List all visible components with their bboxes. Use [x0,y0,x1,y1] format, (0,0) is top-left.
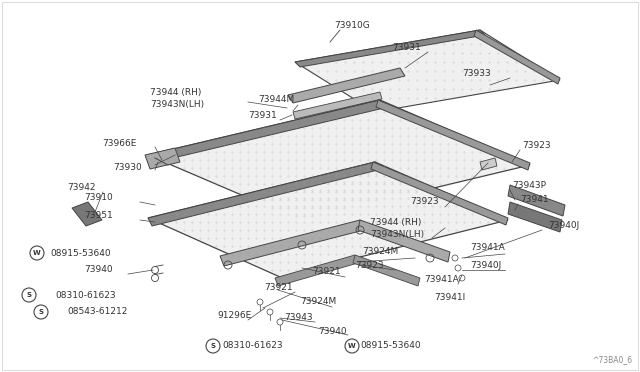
Text: 73941A: 73941A [424,276,459,285]
Polygon shape [148,100,384,163]
Text: 73941l: 73941l [434,294,465,302]
Polygon shape [358,220,450,262]
Polygon shape [480,158,497,170]
Polygon shape [288,68,405,103]
Text: 73933: 73933 [462,68,491,77]
Text: 08310-61623: 08310-61623 [55,291,116,299]
Text: 73944 (RH): 73944 (RH) [370,218,421,227]
Text: ^73BA0_6: ^73BA0_6 [592,355,632,364]
Polygon shape [295,30,485,67]
Text: 73944 (RH): 73944 (RH) [150,87,202,96]
Text: 73910: 73910 [84,193,113,202]
Text: 73921: 73921 [264,282,292,292]
Polygon shape [72,202,102,226]
Text: 73940: 73940 [84,266,113,275]
Text: 73931: 73931 [248,110,276,119]
Text: 73921: 73921 [312,267,340,276]
Text: 73940J: 73940J [470,260,501,269]
Polygon shape [371,162,508,225]
Polygon shape [508,185,565,216]
Text: 73924M: 73924M [300,298,336,307]
Text: 73943: 73943 [284,314,312,323]
Text: 73910G: 73910G [334,22,370,31]
Text: 91296E: 91296E [217,311,252,321]
Polygon shape [220,220,364,266]
Polygon shape [275,255,358,286]
Text: 73944M: 73944M [258,96,294,105]
Text: 73940: 73940 [318,327,347,336]
Polygon shape [508,202,562,232]
Text: S: S [26,292,31,298]
Polygon shape [376,100,530,170]
Text: 73943P: 73943P [512,182,546,190]
Polygon shape [295,30,560,112]
Text: 08915-53640: 08915-53640 [360,341,420,350]
Text: 08310-61623: 08310-61623 [222,341,283,350]
Text: W: W [33,250,41,256]
Text: 73931: 73931 [392,44,420,52]
Text: 73941: 73941 [520,196,548,205]
Text: 73951: 73951 [84,211,113,219]
Polygon shape [293,92,382,119]
Text: S: S [211,343,216,349]
Text: 73923: 73923 [410,198,438,206]
Text: 73923: 73923 [522,141,550,151]
Polygon shape [148,162,378,226]
Polygon shape [148,162,508,277]
Text: 73943N(LH): 73943N(LH) [150,99,204,109]
Text: 73924M: 73924M [362,247,398,257]
Text: 73941A: 73941A [470,244,505,253]
Text: 73966E: 73966E [102,138,136,148]
Text: 08543-61212: 08543-61212 [67,308,127,317]
Polygon shape [353,255,420,286]
Text: S: S [38,309,44,315]
Text: 73930: 73930 [113,164,141,173]
Text: 73940J: 73940J [548,221,579,231]
Text: 08915-53640: 08915-53640 [50,248,111,257]
Text: W: W [348,343,356,349]
Text: 73923: 73923 [355,260,383,269]
Polygon shape [148,100,530,220]
Polygon shape [474,30,560,84]
Text: 73943N(LH): 73943N(LH) [370,231,424,240]
Text: 73942: 73942 [67,183,95,192]
Polygon shape [145,148,180,169]
